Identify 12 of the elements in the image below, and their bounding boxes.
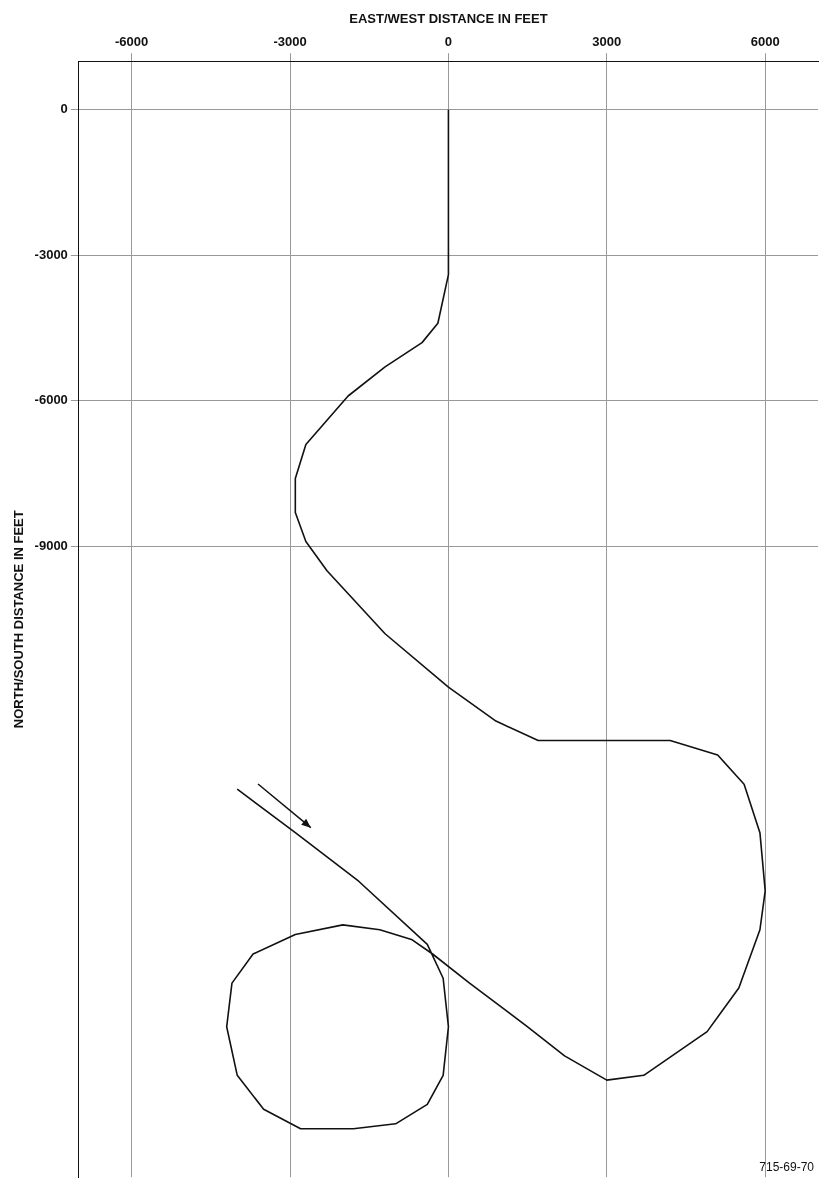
y-axis-title: NORTH/SOUTH DISTANCE IN FEET: [11, 510, 27, 729]
y-tick-label: -9000: [34, 538, 68, 553]
y-tick-label: -6000: [34, 392, 68, 408]
x-tick-label: -6000: [115, 33, 149, 49]
y-tick-label: -3000: [34, 246, 68, 262]
x-tick-label: 0: [444, 33, 453, 49]
x-tick-label: 3000: [592, 33, 622, 49]
x-tick-label: -3000: [273, 33, 307, 49]
annotation: 715-69-70: [759, 1159, 815, 1174]
x-axis-title: EAST/WEST DISTANCE IN FEET: [349, 11, 548, 27]
y-tick-label: 0: [60, 101, 68, 117]
x-tick-label: 6000: [750, 33, 780, 49]
